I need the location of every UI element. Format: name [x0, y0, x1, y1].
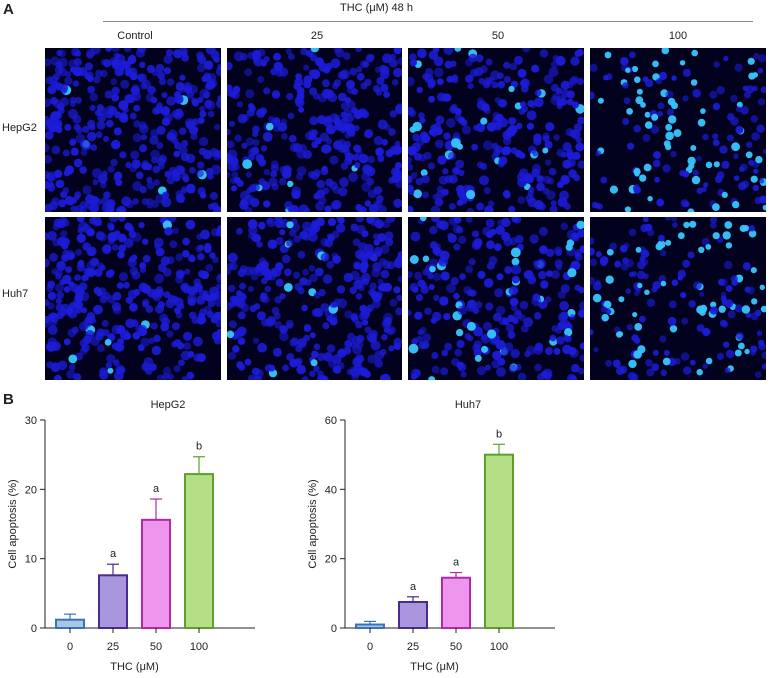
x-tick-label: 0 [67, 641, 73, 653]
micrograph-huh7-25 [227, 217, 402, 380]
y-tick-label: 0 [31, 623, 37, 635]
y-tick-label: 30 [25, 415, 37, 427]
significance-label: a [410, 581, 417, 593]
bar-50 [141, 518, 171, 629]
x-tick-label: 50 [150, 641, 162, 653]
column-label-25: 25 [310, 30, 324, 42]
bar-0 [355, 623, 385, 630]
y-tick-label: 60 [325, 415, 337, 427]
hepg2-apoptosis-chart: HepG2 0 10 20 30 Cell apoptosis (%) 0 a 25 a 50 b 10… [7, 399, 255, 673]
micrograph-hepg2-100 [590, 48, 766, 212]
significance-label: a [110, 548, 117, 560]
micrograph-hepg2-25 [227, 48, 402, 212]
x-tick-label: 100 [190, 641, 208, 653]
header-divider [103, 21, 753, 22]
x-tick-label: 100 [490, 641, 508, 653]
chart-title: Huh7 [455, 399, 481, 411]
micrograph-hepg2-50 [408, 48, 584, 212]
x-tick-label: 50 [450, 641, 462, 653]
y-tick-label: 40 [325, 484, 337, 496]
y-tick-label: 10 [25, 554, 37, 566]
treatment-header: THC (μM) 48 h [340, 2, 413, 14]
bar-100 [184, 473, 214, 629]
y-tick-label: 0 [331, 623, 337, 635]
y-axis-label: Cell apoptosis (%) [7, 479, 19, 568]
significance-label: a [153, 483, 160, 495]
y-tick-label: 20 [25, 484, 37, 496]
significance-label: b [196, 441, 202, 453]
bar-25 [98, 574, 128, 630]
x-tick-label: 25 [407, 641, 419, 653]
panel-b-letter: B [3, 391, 14, 408]
significance-label: a [453, 557, 460, 569]
micrograph-huh7-100 [590, 217, 766, 380]
micrograph-hepg2-control [45, 48, 221, 212]
column-label-50: 50 [491, 30, 505, 42]
column-label-100: 100 [668, 30, 688, 42]
y-axis-label: Cell apoptosis (%) [307, 479, 319, 568]
y-tick-label: 20 [325, 554, 337, 566]
bar-100 [484, 453, 514, 629]
x-axis-label: THC (μM) [110, 661, 159, 673]
x-tick-label: 0 [367, 641, 373, 653]
micrograph-huh7-control [45, 217, 221, 380]
bar-50 [441, 576, 471, 630]
chart-title: HepG2 [151, 399, 186, 411]
x-axis-label: THC (μM) [410, 661, 459, 673]
row-label-hepg2: HepG2 [2, 122, 37, 134]
bar-0 [55, 618, 85, 629]
row-label-huh7: Huh7 [2, 288, 29, 300]
x-tick-label: 25 [107, 641, 119, 653]
column-label-control: Control [117, 30, 153, 42]
huh7-apoptosis-chart: Huh7 0 20 40 60 Cell apoptosis (%) 0 a 25 a 50 b 100… [307, 399, 555, 673]
bar-25 [398, 601, 428, 629]
micrograph-huh7-50 [408, 217, 584, 380]
panel-a-letter: A [3, 1, 14, 18]
significance-label: b [496, 428, 502, 440]
